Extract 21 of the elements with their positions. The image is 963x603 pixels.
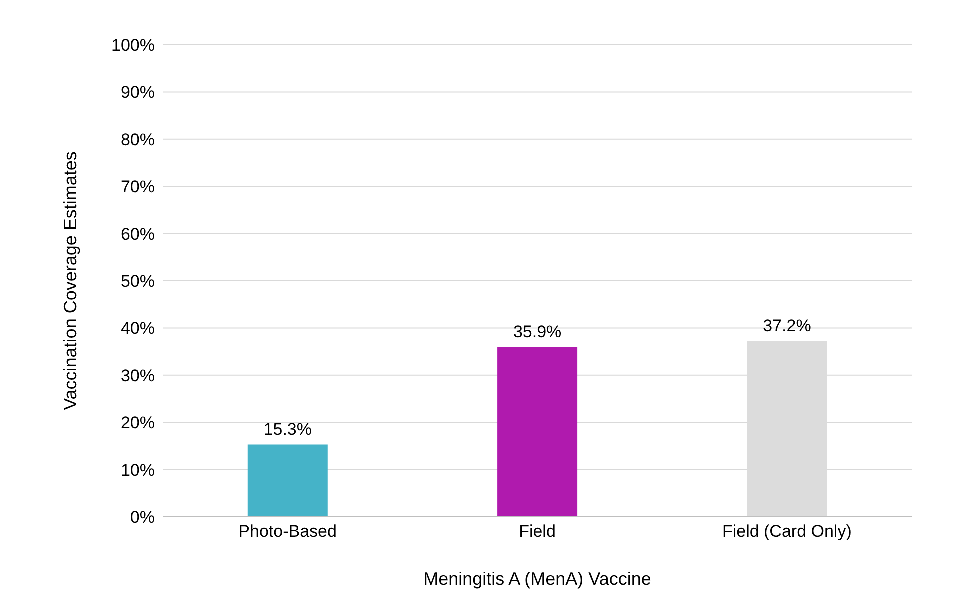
y-tick-label: 100% bbox=[112, 36, 155, 56]
y-tick-label: 40% bbox=[120, 319, 155, 338]
y-tick-label: 50% bbox=[120, 272, 155, 292]
data-label: 15.3% bbox=[264, 420, 312, 439]
x-axis-title: Meningitis A (MenA) Vaccine bbox=[424, 569, 652, 589]
data-label: 37.2% bbox=[763, 316, 812, 336]
y-tick-label: 80% bbox=[120, 130, 155, 150]
data-label: 35.9% bbox=[513, 322, 562, 342]
x-tick-label: Field bbox=[519, 522, 556, 542]
x-tick-label: Photo-Based bbox=[238, 522, 337, 542]
y-tick-label: 60% bbox=[120, 224, 155, 244]
y-axis-title: Vaccination Coverage Estimates bbox=[60, 152, 80, 410]
y-tick-label: 30% bbox=[120, 366, 155, 386]
y-tick-label: 90% bbox=[120, 83, 155, 102]
y-tick-label: 20% bbox=[120, 414, 155, 433]
bar bbox=[498, 348, 578, 517]
x-tick-label: Field (Card Only) bbox=[722, 522, 852, 542]
y-tick-label: 0% bbox=[130, 508, 155, 528]
bar bbox=[248, 444, 328, 517]
y-tick-label: 10% bbox=[120, 460, 155, 480]
y-tick-label: 70% bbox=[120, 178, 155, 197]
